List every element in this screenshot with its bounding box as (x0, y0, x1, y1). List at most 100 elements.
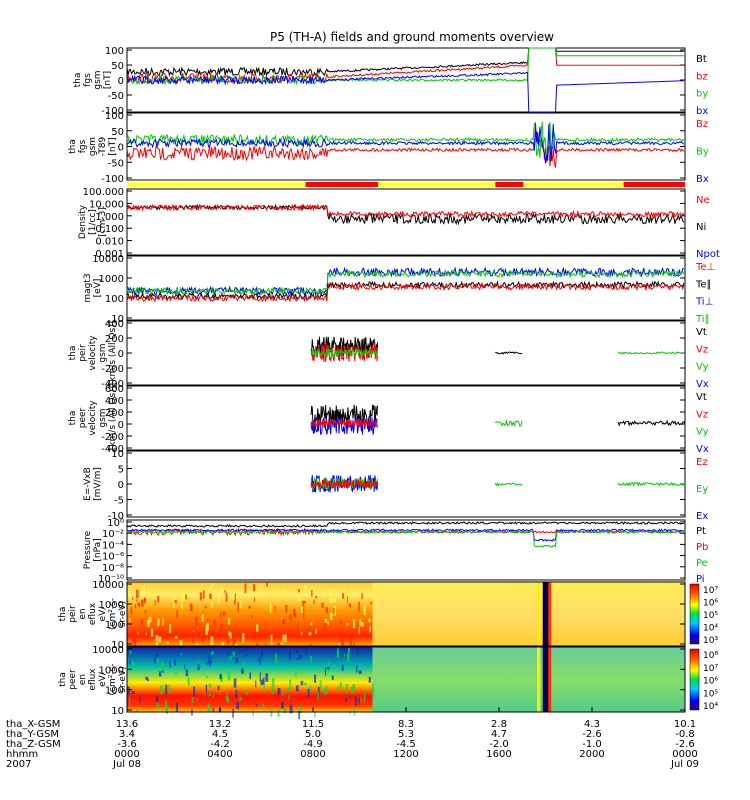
spectrogram-pixel (127, 686, 130, 695)
status-bar-segment (305, 182, 379, 187)
legend-entry: Vx (696, 444, 709, 455)
time-row-label: tha_Y-GSM (6, 729, 59, 740)
legend-entry: Ni (696, 222, 706, 233)
spectrogram-pixel (166, 706, 168, 714)
spectrogram-pixel (255, 680, 257, 688)
spectrogram-pixel (212, 707, 215, 712)
y-axis-label: peir (78, 344, 88, 362)
spectrogram-pixel (252, 584, 256, 592)
spectrogram-pixel (359, 619, 362, 626)
spectrogram-pixel (343, 654, 346, 657)
spectrogram-pixel (169, 661, 171, 668)
spectrogram-pixel (325, 686, 328, 695)
spectrogram-pixel (293, 608, 296, 617)
spectrogram-pixel (260, 651, 263, 655)
spectrogram-pixel (234, 592, 236, 602)
spectrogram-pixel (192, 638, 195, 644)
spectrogram-pixel (259, 672, 261, 682)
spectrogram-pixel (134, 604, 137, 609)
spectrogram-pixel (272, 688, 275, 694)
y-axis-label: [nPa] (93, 538, 103, 561)
spectrogram-pixel (315, 628, 317, 634)
spectrogram-pixel (195, 616, 198, 626)
series-bx (126, 71, 684, 113)
spectrogram-pixel (331, 675, 334, 681)
spectrogram-pixel (235, 689, 238, 699)
y-axis-label: (cm²-s- (108, 663, 118, 695)
y-axis-label: -T89 (98, 137, 108, 157)
legend-entry: Bz (696, 119, 708, 130)
y-axis-label: tha (58, 607, 68, 622)
spectrogram-pixel (158, 636, 162, 643)
spectrogram-pixel (210, 657, 212, 664)
spectrogram-pixel (164, 700, 168, 711)
spectrogram-pixel (234, 633, 236, 638)
spectrogram-pixel (327, 666, 330, 670)
y-tick-label: 50 (111, 61, 124, 72)
spectrogram-pixel (369, 626, 372, 633)
y-axis-label: peer (68, 669, 78, 690)
panel-7: 10 5 0 -5 -10 E=-VxB [mV/m] Ez Ey Ex (83, 449, 708, 522)
y-tick-label: 10 (111, 640, 124, 651)
spectrogram-pixel (349, 708, 351, 714)
spectrogram-pixel (229, 656, 232, 660)
y-axis-label: (cm²-s- (108, 598, 118, 630)
y-axis-label: sr-eV) (118, 666, 128, 692)
spectrogram-band (548, 647, 552, 712)
spectrogram-pixel (182, 594, 185, 601)
spectrogram-pixel (168, 624, 172, 634)
legend-entry: Pe (696, 558, 708, 569)
spectrogram-pixel (308, 631, 312, 636)
spectrogram-pixel (236, 702, 240, 710)
spectrogram-pixel (309, 685, 312, 692)
spectrogram-region (372, 647, 685, 712)
status-bar (127, 182, 685, 187)
series-Vy (617, 351, 686, 355)
time-row-value: 0000 (672, 749, 697, 760)
spectrogram-pixel (155, 696, 159, 703)
status-bar-segment (127, 182, 685, 187)
spectrogram-pixel (354, 696, 357, 707)
spectrogram-pixel (289, 704, 293, 714)
series-Ey (617, 481, 686, 487)
chart-title: P5 (TH-A) fields and ground moments over… (270, 30, 554, 44)
y-tick-label: 1000 (99, 274, 124, 285)
legend-entry: Ex (696, 511, 708, 522)
y-tick-label: 1000 (99, 600, 124, 611)
spectrogram-pixel (228, 631, 231, 636)
y-axis-label: [km/s (All Qs)] (108, 321, 118, 385)
spectrogram-pixel (325, 607, 328, 614)
y-tick-label: 0 (118, 143, 124, 154)
spectrogram-pixel (303, 585, 307, 590)
colorbar-tick-label: 10⁵ (703, 611, 718, 621)
spectrogram-pixel (355, 665, 358, 673)
spectrogram-pixel (348, 603, 352, 608)
spectrogram-pixel (357, 651, 359, 656)
spectrogram-pixel (310, 622, 313, 626)
spectrogram-pixel (217, 595, 220, 604)
series-Bx (126, 124, 685, 164)
y-axis-label: gsm (88, 137, 98, 156)
spectrogram-pixel (363, 692, 366, 702)
spectrogram-pixel (205, 662, 209, 665)
spectrogram-pixel (173, 597, 177, 601)
spectrogram-band (537, 582, 541, 646)
spectrogram-pixel (265, 673, 269, 682)
y-axis-label: en (78, 608, 88, 619)
spectrogram-pixel (143, 663, 146, 667)
spectrogram-pixel (192, 627, 196, 632)
series-Vz (310, 343, 378, 362)
y-tick-label: 0.001 (95, 249, 124, 260)
y-axis-label: en (78, 674, 88, 685)
y-tick-label: -5 (114, 496, 124, 507)
spectrogram-pixel (132, 596, 134, 601)
spectrogram-band (548, 582, 552, 646)
spectrogram-pixel (250, 615, 253, 619)
colorbar (689, 648, 700, 711)
spectrogram-pixel (297, 623, 299, 631)
legend-entry: Vx (696, 379, 709, 390)
colorbar-tick-label: 10⁵ (703, 689, 718, 699)
spectrogram-pixel (303, 682, 307, 686)
spectrogram-pixel (139, 696, 141, 703)
